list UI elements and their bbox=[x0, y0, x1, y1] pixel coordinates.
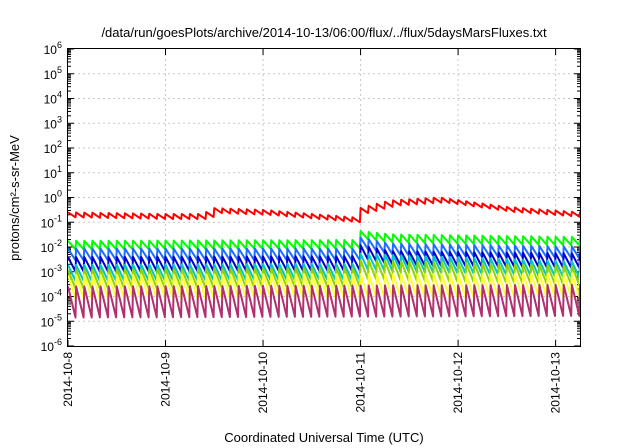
y-tick-exponent: -3 bbox=[54, 263, 62, 273]
plot-frame bbox=[67, 48, 581, 347]
y-tick-base: 10 bbox=[41, 340, 55, 354]
x-tick-label: 2014-10-8 bbox=[61, 352, 75, 407]
y-tick-base: 10 bbox=[41, 291, 55, 305]
y-tick-label: 100 bbox=[44, 189, 62, 206]
y-tick-base: 10 bbox=[41, 315, 55, 329]
y-tick-base: 10 bbox=[44, 167, 58, 181]
series-line bbox=[67, 230, 581, 251]
x-tick-label: 2014-10-11 bbox=[354, 352, 368, 413]
y-tick-base: 10 bbox=[44, 68, 58, 82]
y-tick-label: 10-1 bbox=[41, 213, 62, 230]
y-tick-label: 106 bbox=[44, 40, 62, 57]
x-tick-label: 2014-10-9 bbox=[159, 352, 173, 407]
y-tick-exponent: 2 bbox=[57, 139, 62, 149]
y-tick-exponent: 1 bbox=[57, 164, 62, 174]
y-tick-base: 10 bbox=[41, 266, 55, 280]
y-tick-base: 10 bbox=[44, 192, 58, 206]
y-tick-base: 10 bbox=[44, 93, 58, 107]
y-tick-base: 10 bbox=[44, 117, 58, 131]
y-tick-label: 10-6 bbox=[41, 337, 62, 354]
y-tick-label: 10-3 bbox=[41, 263, 62, 280]
y-tick-base: 10 bbox=[41, 241, 55, 255]
x-tick-labels: 2014-10-8 2014-10-9 2014-10-10 2014-10-11 20… bbox=[61, 352, 563, 414]
y-tick-exponent: -6 bbox=[54, 337, 62, 347]
y-tick-label: 10-4 bbox=[41, 288, 62, 305]
y-tick-base: 10 bbox=[44, 142, 58, 156]
series-line bbox=[67, 196, 581, 224]
x-tick-label: 2014-10-13 bbox=[549, 352, 563, 414]
x-tick-label: 2014-10-10 bbox=[256, 352, 270, 414]
y-tick-exponent: -5 bbox=[54, 312, 62, 322]
y-tick-base: 10 bbox=[44, 43, 58, 57]
y-tick-label: 101 bbox=[44, 164, 62, 181]
y-tick-labels: 10610510410310210110010-110-210-310-410-… bbox=[41, 40, 62, 354]
y-tick-exponent: 5 bbox=[57, 65, 62, 75]
y-tick-label: 104 bbox=[44, 90, 62, 107]
y-tick-base: 10 bbox=[41, 216, 55, 230]
y-tick-label: 105 bbox=[44, 65, 62, 82]
chart-title: /data/run/goesPlots/archive/2014-10-13/0… bbox=[101, 25, 547, 40]
y-tick-label: 102 bbox=[44, 139, 62, 156]
y-tick-label: 10-5 bbox=[41, 312, 62, 329]
y-tick-label: 10-2 bbox=[41, 238, 62, 255]
y-tick-exponent: 6 bbox=[57, 40, 62, 50]
y-tick-exponent: -4 bbox=[54, 288, 62, 298]
x-tick-label: 2014-10-12 bbox=[451, 352, 465, 414]
y-tick-exponent: 0 bbox=[57, 189, 62, 199]
y-tick-label: 103 bbox=[44, 114, 62, 131]
y-tick-exponent: -1 bbox=[54, 213, 62, 223]
series-lines bbox=[67, 196, 581, 319]
y-tick-exponent: 4 bbox=[57, 90, 62, 100]
y-tick-exponent: -2 bbox=[54, 238, 62, 248]
series-line bbox=[67, 283, 581, 319]
y-axis-label: protons/cm²-s-sr-MeV bbox=[7, 135, 22, 261]
x-axis-label: Coordinated Universal Time (UTC) bbox=[224, 430, 423, 445]
y-tick-exponent: 3 bbox=[57, 114, 62, 124]
